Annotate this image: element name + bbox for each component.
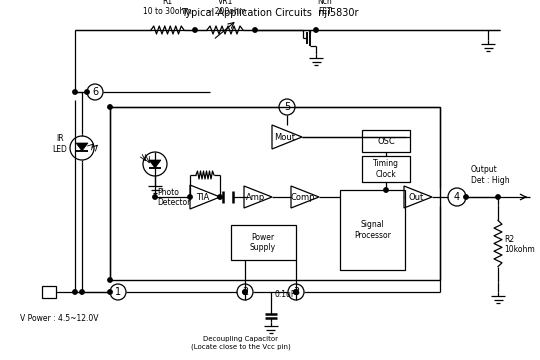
Bar — [42, 286, 56, 298]
Circle shape — [108, 278, 112, 282]
Circle shape — [188, 195, 192, 199]
Text: 1: 1 — [115, 287, 121, 297]
Circle shape — [193, 28, 197, 32]
Text: Mout: Mout — [274, 132, 295, 141]
Circle shape — [496, 195, 500, 199]
Circle shape — [243, 290, 247, 294]
Text: 5: 5 — [284, 102, 290, 112]
Text: OSC: OSC — [377, 136, 395, 145]
Circle shape — [218, 195, 222, 199]
Text: Nch
FET: Nch FET — [318, 0, 333, 16]
Text: Power
Supply: Power Supply — [250, 233, 276, 252]
Text: Timing
Clock: Timing Clock — [373, 159, 399, 179]
Bar — [362, 156, 410, 182]
Polygon shape — [149, 160, 161, 168]
Bar — [110, 107, 440, 280]
Circle shape — [108, 290, 112, 294]
Circle shape — [314, 28, 318, 32]
Text: Photo
Detector: Photo Detector — [157, 188, 191, 207]
Text: Typical Application Circuits  nji5830r: Typical Application Circuits nji5830r — [181, 8, 359, 18]
Circle shape — [85, 90, 89, 94]
Text: Comp: Comp — [291, 193, 315, 202]
Circle shape — [153, 195, 157, 199]
Text: Output
Det : High: Output Det : High — [471, 165, 510, 185]
Circle shape — [464, 195, 468, 199]
Circle shape — [294, 290, 298, 294]
Text: 6: 6 — [92, 87, 98, 97]
Bar — [362, 130, 410, 152]
Circle shape — [108, 105, 112, 109]
Text: V Power : 4.5~12.0V: V Power : 4.5~12.0V — [20, 314, 98, 323]
Circle shape — [73, 90, 77, 94]
Text: Decoupling Capacitor
(Locate close to the Vcc pin): Decoupling Capacitor (Locate close to th… — [191, 336, 291, 350]
Text: 4: 4 — [454, 192, 460, 202]
Bar — [340, 190, 405, 270]
Text: VR1
~ 200ohm: VR1 ~ 200ohm — [206, 0, 246, 16]
Circle shape — [384, 188, 388, 192]
Polygon shape — [76, 143, 88, 151]
Circle shape — [73, 290, 77, 294]
Text: 0.1uF: 0.1uF — [274, 290, 296, 299]
Text: IR
LED: IR LED — [52, 134, 68, 154]
Bar — [231, 225, 295, 260]
Text: TIA: TIA — [196, 193, 210, 202]
Circle shape — [253, 28, 257, 32]
Text: 2: 2 — [242, 287, 248, 297]
Circle shape — [243, 290, 247, 294]
Text: Amp: Amp — [246, 193, 266, 202]
Text: 3: 3 — [293, 287, 299, 297]
Circle shape — [294, 290, 298, 294]
Text: Signal
Processor: Signal Processor — [354, 220, 391, 240]
Text: R2
10kohm: R2 10kohm — [504, 235, 535, 254]
Text: R1
10 to 30ohm: R1 10 to 30ohm — [143, 0, 191, 16]
Circle shape — [80, 290, 84, 294]
Text: Out: Out — [408, 193, 423, 202]
